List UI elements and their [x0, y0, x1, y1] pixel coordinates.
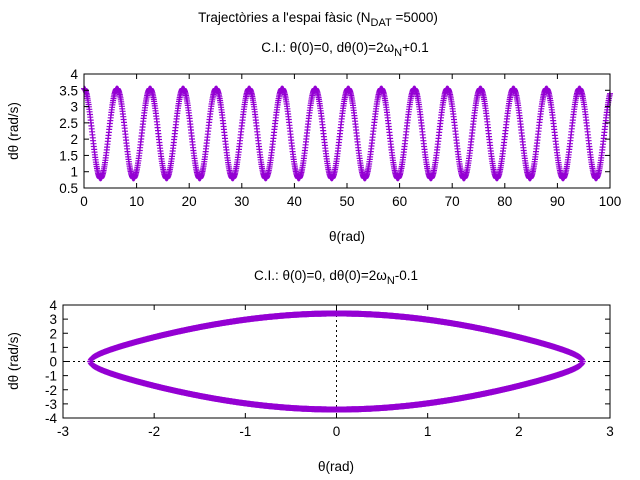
top-plot-ylabel: dθ (rad/s): [6, 102, 21, 160]
bottom-plot-ytick-label: -2: [45, 383, 57, 398]
top-plot-xtick-label: 20: [182, 194, 197, 209]
top-plot-xtick-label: 50: [339, 194, 354, 209]
bottom-plot-ytick-label: 3: [49, 312, 57, 327]
suptitle-main: Trajectòries a l'espai fàsic (N: [198, 10, 370, 25]
top-plot-ytick-label: 3: [70, 100, 78, 115]
top-title-sub: N: [394, 47, 402, 59]
bottom-plot-xlabel: θ(rad): [318, 459, 354, 474]
top-plot-ticks: 0 10 20 30 40 50 60 70 80 90 100 0.51 1.522.53 3.54: [59, 67, 621, 209]
bottom-plot-ytick-label: -4: [45, 411, 57, 426]
top-plot-xtick-label: 100: [599, 194, 622, 209]
bottom-plot-points: [87, 310, 586, 413]
top-plot-ytick-label: 1: [70, 165, 78, 180]
top-plot-ytick-label: 0.5: [59, 181, 78, 196]
top-plot-ytick-label: 1.5: [59, 148, 78, 163]
top-plot-frame: [83, 73, 611, 189]
bottom-title-sub: N: [387, 275, 395, 287]
bottom-plot-ytick-label: -3: [45, 397, 57, 412]
bottom-plot-xtick-label: 0: [333, 424, 341, 439]
bottom-plot-ylabel: dθ (rad/s): [6, 332, 21, 390]
bottom-plot-ytick-label: 1: [49, 340, 57, 355]
top-plot-xtick-label: 90: [550, 194, 565, 209]
top-plot-xtick-label: 80: [497, 194, 512, 209]
top-plot-xtick-label: 30: [234, 194, 249, 209]
bottom-plot-title: C.I.: θ(0)=0, dθ(0)=2ωN-0.1: [254, 268, 418, 287]
top-plot-ytick-label: 2.5: [59, 116, 78, 131]
top-title-main: C.I.: θ(0)=0, dθ(0)=2ω: [261, 40, 394, 55]
figure-suptitle: Trajectòries a l'espai fàsic (NDAT =5000…: [198, 10, 438, 29]
top-plot-points: [81, 85, 613, 182]
top-plot-xtick-label: 60: [392, 194, 407, 209]
suptitle-end: =5000): [392, 10, 438, 25]
suptitle-sub: DAT: [371, 17, 392, 29]
top-plot-title: C.I.: θ(0)=0, dθ(0)=2ωN+0.1: [261, 40, 428, 59]
bottom-plot-xtick-label: -3: [57, 424, 69, 439]
bottom-plot-ytick-label: 4: [49, 298, 57, 313]
bottom-plot-xtick-label: 2: [515, 424, 523, 439]
top-plot-ytick-label: 2: [70, 132, 78, 147]
bottom-plot-xtick-label: -1: [239, 424, 251, 439]
bottom-plot-ytick-label: 2: [49, 326, 57, 341]
bottom-plot-ytick-label: -1: [45, 369, 57, 384]
top-plot-ytick-label: 3.5: [59, 83, 78, 98]
top-title-end: +0.1: [402, 40, 429, 55]
top-plot-xlabel: θ(rad): [329, 229, 365, 244]
top-plot-xtick-label: 0: [80, 194, 88, 209]
top-plot-xtick-label: 70: [445, 194, 460, 209]
top-plot-xtick-label: 10: [129, 194, 144, 209]
bottom-zero-axes: [63, 305, 610, 418]
bottom-title-end: -0.1: [395, 268, 418, 283]
bottom-phase-plot: C.I.: θ(0)=0, dθ(0)=2ωN-0.1 -3 -2 -1 0 1 2 3-4…: [6, 268, 614, 474]
top-plot-ytick-label: 4: [70, 67, 78, 82]
bottom-plot-ytick-label: 0: [49, 355, 57, 370]
top-plot-xtick-label: 40: [287, 194, 302, 209]
bottom-plot-xtick-label: 1: [424, 424, 432, 439]
bottom-plot-xtick-label: 3: [606, 424, 614, 439]
bottom-title-main: C.I.: θ(0)=0, dθ(0)=2ω: [254, 268, 387, 283]
bottom-plot-xtick-label: -2: [148, 424, 160, 439]
top-phase-plot: C.I.: θ(0)=0, dθ(0)=2ωN+0.1 0 10 20 30 40 50 6…: [6, 40, 621, 244]
